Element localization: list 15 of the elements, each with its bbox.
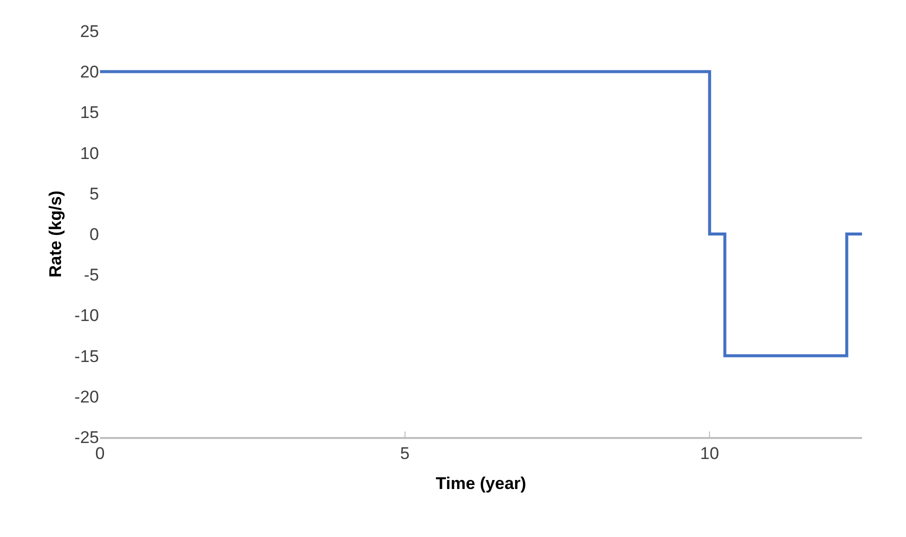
y-tick-label: -25 bbox=[74, 428, 99, 447]
x-axis-title: Time (year) bbox=[436, 474, 526, 494]
y-tick-label: 5 bbox=[90, 184, 99, 204]
x-tick-label: 5 bbox=[400, 444, 410, 464]
y-tick-label: 25 bbox=[80, 22, 99, 41]
y-tick-label: 10 bbox=[80, 144, 99, 163]
y-tick-label: 0 bbox=[90, 224, 99, 244]
x-tick-label: 10 bbox=[700, 444, 720, 464]
y-tick-label: -5 bbox=[84, 266, 99, 285]
y-tick-label: -15 bbox=[74, 346, 99, 366]
y-tick-label: -10 bbox=[74, 306, 99, 326]
y-axis-title: Rate (kg/s) bbox=[46, 190, 65, 278]
y-tick-label: 15 bbox=[80, 103, 99, 122]
y-tick-label: -20 bbox=[74, 387, 99, 406]
y-tick-label: 20 bbox=[80, 62, 99, 82]
